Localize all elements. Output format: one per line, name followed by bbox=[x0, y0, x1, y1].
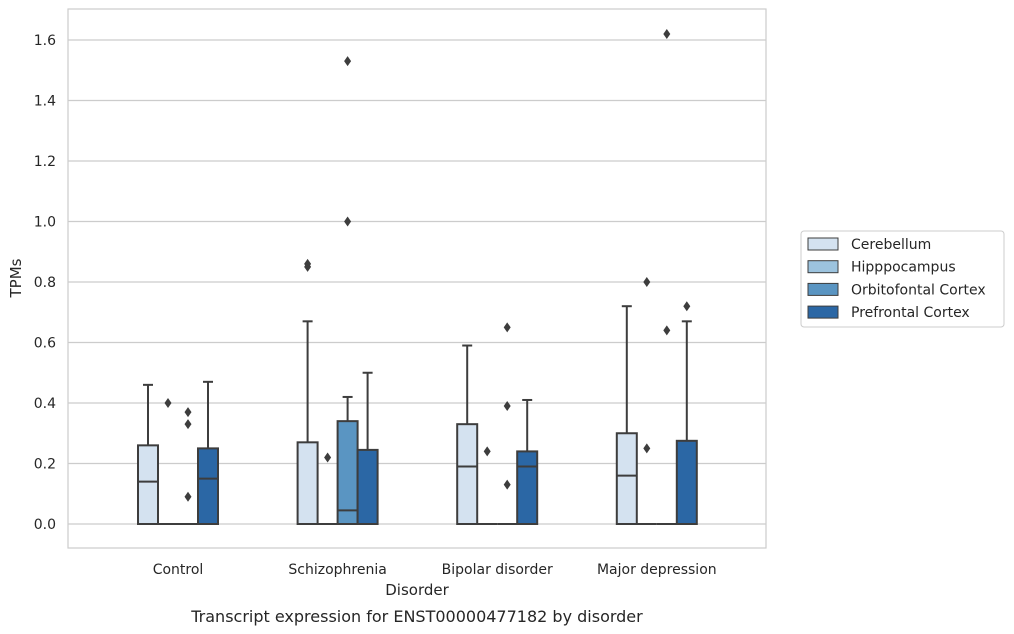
box-0-0 bbox=[137, 383, 159, 526]
box-iqr bbox=[456, 423, 479, 525]
box-1-3 bbox=[636, 277, 657, 525]
y-tick-label: 1.0 bbox=[34, 215, 56, 231]
box-1-2 bbox=[477, 446, 498, 525]
outlier-point bbox=[663, 28, 671, 39]
box-series bbox=[137, 28, 698, 526]
box-iqr bbox=[296, 441, 319, 526]
y-tick-label: 0.6 bbox=[34, 336, 56, 352]
outlier-point bbox=[344, 216, 352, 227]
y-tick-labels: 0.0 0.2 0.4 0.6 0.8 1.0 1.2 1.4 1.6 bbox=[34, 33, 56, 533]
legend: Cerebellum Hipppocampus Orbitofontal Corte… bbox=[800, 230, 1005, 328]
outlier-point bbox=[683, 301, 691, 312]
outlier-point bbox=[304, 258, 312, 269]
outlier-point bbox=[164, 398, 172, 408]
outlier-point bbox=[663, 325, 671, 336]
chart-caption: Transcript expression for ENST0000047718… bbox=[190, 607, 643, 626]
y-tick-label: 0.0 bbox=[34, 517, 56, 533]
box-iqr bbox=[615, 432, 638, 525]
x-tick-label: Bipolar disorder bbox=[442, 562, 553, 578]
box-1-0 bbox=[158, 398, 178, 525]
outlier-point bbox=[184, 419, 192, 430]
box-iqr bbox=[336, 420, 359, 525]
box-2-1 bbox=[336, 56, 359, 525]
legend-swatch bbox=[807, 305, 839, 319]
outlier-point bbox=[483, 446, 491, 457]
outlier-point bbox=[643, 277, 651, 287]
plot-frame bbox=[67, 8, 767, 549]
box-2-2 bbox=[497, 322, 518, 525]
legend-items: Cerebellum Hipppocampus Orbitofontal Corte… bbox=[807, 237, 986, 321]
y-tick-label: 1.4 bbox=[34, 94, 56, 110]
box-0-2 bbox=[456, 344, 479, 525]
box-iqr bbox=[197, 447, 219, 525]
box-iqr bbox=[516, 450, 539, 525]
box-0-1 bbox=[296, 258, 319, 526]
plot-background bbox=[68, 9, 766, 548]
gridlines bbox=[68, 39, 766, 525]
x-tick-label: Control bbox=[153, 562, 204, 578]
outlier-point bbox=[184, 491, 192, 502]
y-tick-label: 0.8 bbox=[34, 275, 56, 291]
outlier-point bbox=[344, 56, 352, 67]
box-3-3 bbox=[675, 301, 698, 525]
legend-label: Prefrontal Cortex bbox=[851, 305, 970, 321]
legend-swatch bbox=[807, 260, 839, 274]
box-3-2 bbox=[516, 398, 539, 525]
y-tick-label: 1.6 bbox=[34, 33, 56, 49]
box-iqr bbox=[137, 444, 159, 526]
box-3-1 bbox=[356, 371, 379, 526]
x-axis-title: Disorder bbox=[385, 581, 449, 599]
y-tick-label: 0.4 bbox=[34, 396, 56, 412]
outlier-point bbox=[324, 452, 332, 463]
outlier-point bbox=[184, 407, 192, 418]
x-tick-label: Major depression bbox=[597, 562, 717, 578]
legend-swatch bbox=[807, 282, 839, 296]
outlier-point bbox=[503, 401, 511, 412]
box-3-0 bbox=[197, 380, 219, 525]
outlier-point bbox=[503, 479, 511, 490]
legend-label: Hipppocampus bbox=[851, 260, 956, 276]
legend-label: Orbitofontal Cortex bbox=[851, 282, 986, 298]
box-0-3 bbox=[615, 305, 638, 525]
y-axis-title: TPMs bbox=[7, 258, 25, 298]
box-iqr bbox=[356, 448, 379, 526]
x-tick-labels: Control Schizophrenia Bipolar disorder Majo… bbox=[153, 562, 717, 578]
legend-frame bbox=[800, 230, 1005, 328]
y-tick-label: 0.2 bbox=[34, 457, 56, 473]
y-tick-label: 1.2 bbox=[34, 154, 56, 170]
outlier-point bbox=[643, 443, 651, 454]
box-2-0 bbox=[178, 407, 198, 525]
legend-label: Cerebellum bbox=[851, 237, 931, 253]
box-iqr bbox=[675, 439, 698, 525]
box-2-3 bbox=[656, 28, 677, 525]
legend-swatch bbox=[807, 237, 839, 251]
box-1-1 bbox=[317, 452, 338, 525]
x-tick-label: Schizophrenia bbox=[288, 562, 386, 578]
outlier-point bbox=[503, 322, 511, 333]
